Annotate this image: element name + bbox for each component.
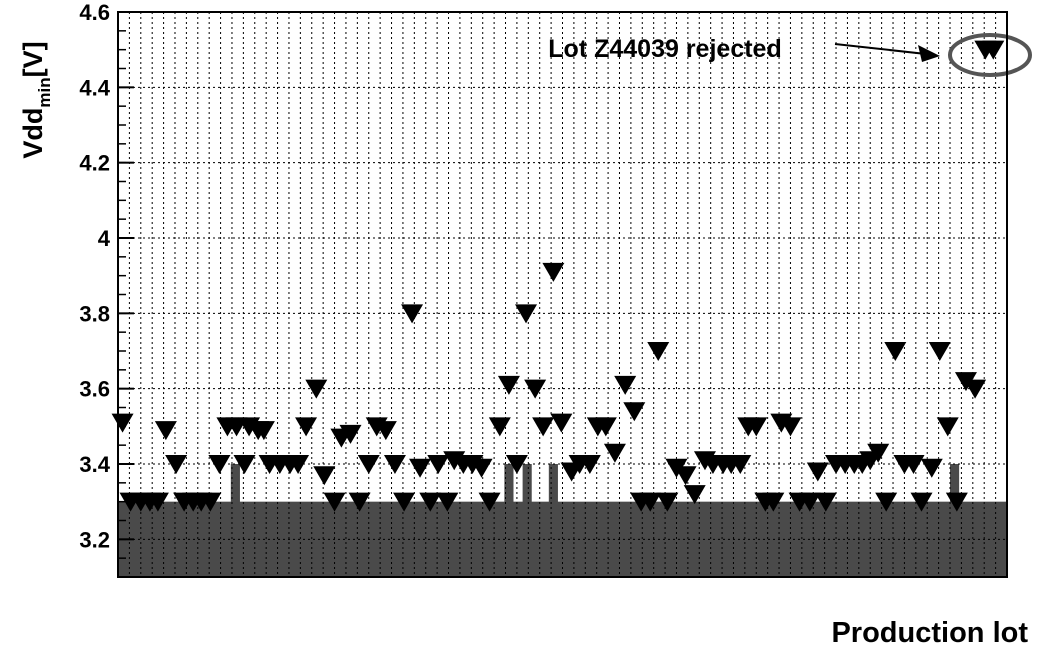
- marker: [505, 455, 528, 474]
- marker: [199, 492, 222, 512]
- y-tick-label: 4: [98, 226, 111, 251]
- marker: [146, 492, 169, 512]
- marker: [154, 421, 177, 441]
- marker: [497, 375, 520, 395]
- highlight-ellipse: [948, 33, 1032, 77]
- background-layer: [117, 11, 1008, 577]
- marker: [910, 492, 933, 512]
- marker: [945, 492, 968, 512]
- y-tick-label: 3.4: [79, 452, 110, 477]
- marker: [393, 492, 416, 512]
- marker: [409, 458, 432, 478]
- raised-bar: [548, 464, 558, 577]
- marker: [532, 417, 555, 437]
- marker: [383, 455, 406, 474]
- marker: [436, 492, 459, 512]
- marker: [729, 455, 752, 474]
- marker: [401, 304, 424, 324]
- marker: [674, 466, 697, 486]
- marker: [287, 455, 310, 474]
- marker: [982, 40, 1005, 60]
- marker: [806, 462, 829, 482]
- y-tick-label: 3.8: [79, 301, 110, 326]
- marker: [745, 417, 768, 437]
- raised-bar: [230, 464, 240, 577]
- y-tick-label: 3.6: [79, 377, 110, 402]
- raised-bar: [950, 464, 960, 577]
- marker: [542, 262, 565, 282]
- marker: [928, 342, 951, 361]
- annotation: Lot Z44039 rejected: [548, 35, 781, 63]
- marker: [515, 304, 538, 324]
- marker: [656, 492, 679, 512]
- marker: [762, 492, 785, 512]
- raised-bar: [504, 464, 514, 577]
- marker: [550, 413, 573, 433]
- marker: [339, 424, 362, 444]
- marker: [348, 492, 371, 512]
- y-tick-label: 4.4: [79, 75, 110, 100]
- marker: [964, 379, 987, 399]
- marker: [478, 492, 501, 512]
- marker: [233, 455, 256, 474]
- marker: [111, 413, 134, 433]
- marker: [875, 492, 898, 512]
- marker: [647, 342, 670, 361]
- y-tick-label: 3.2: [79, 527, 110, 552]
- marker: [614, 375, 637, 395]
- arrow-head: [918, 45, 940, 62]
- marker: [884, 342, 907, 361]
- plot-frame: [117, 11, 1008, 578]
- marker: [936, 417, 959, 437]
- marker: [814, 492, 837, 512]
- marker: [252, 421, 275, 441]
- marker: [594, 417, 617, 437]
- marker: [902, 455, 925, 474]
- marker: [578, 455, 601, 474]
- marker: [374, 421, 397, 441]
- marker: [427, 455, 450, 474]
- marker: [603, 443, 626, 463]
- marker: [305, 379, 328, 399]
- marker: [357, 455, 380, 474]
- annotation-arrow: [834, 43, 936, 56]
- marker: [208, 455, 231, 474]
- marker: [867, 443, 890, 463]
- marker: [419, 492, 442, 512]
- marker: [165, 455, 188, 474]
- marker: [295, 417, 318, 437]
- y-label-sub: min: [35, 77, 54, 107]
- marker: [323, 492, 346, 512]
- marker: [779, 417, 802, 437]
- marker: [623, 402, 646, 422]
- marker: [683, 485, 706, 505]
- x-axis-label: Production lot: [831, 617, 1028, 649]
- raised-bar: [522, 464, 532, 577]
- y-label-unit: [V]: [18, 41, 48, 77]
- marker: [798, 492, 821, 512]
- y-tick-label: 4.2: [79, 151, 110, 176]
- marker: [639, 492, 662, 512]
- y-label-main: Vdd: [18, 108, 48, 159]
- marker: [524, 379, 547, 399]
- marker: [920, 458, 943, 478]
- marker: [488, 417, 511, 437]
- marker: [313, 466, 336, 486]
- marker: [470, 458, 493, 478]
- y-tick-label: 4.6: [79, 0, 110, 25]
- y-axis-label: Vddmin[V]: [18, 41, 54, 158]
